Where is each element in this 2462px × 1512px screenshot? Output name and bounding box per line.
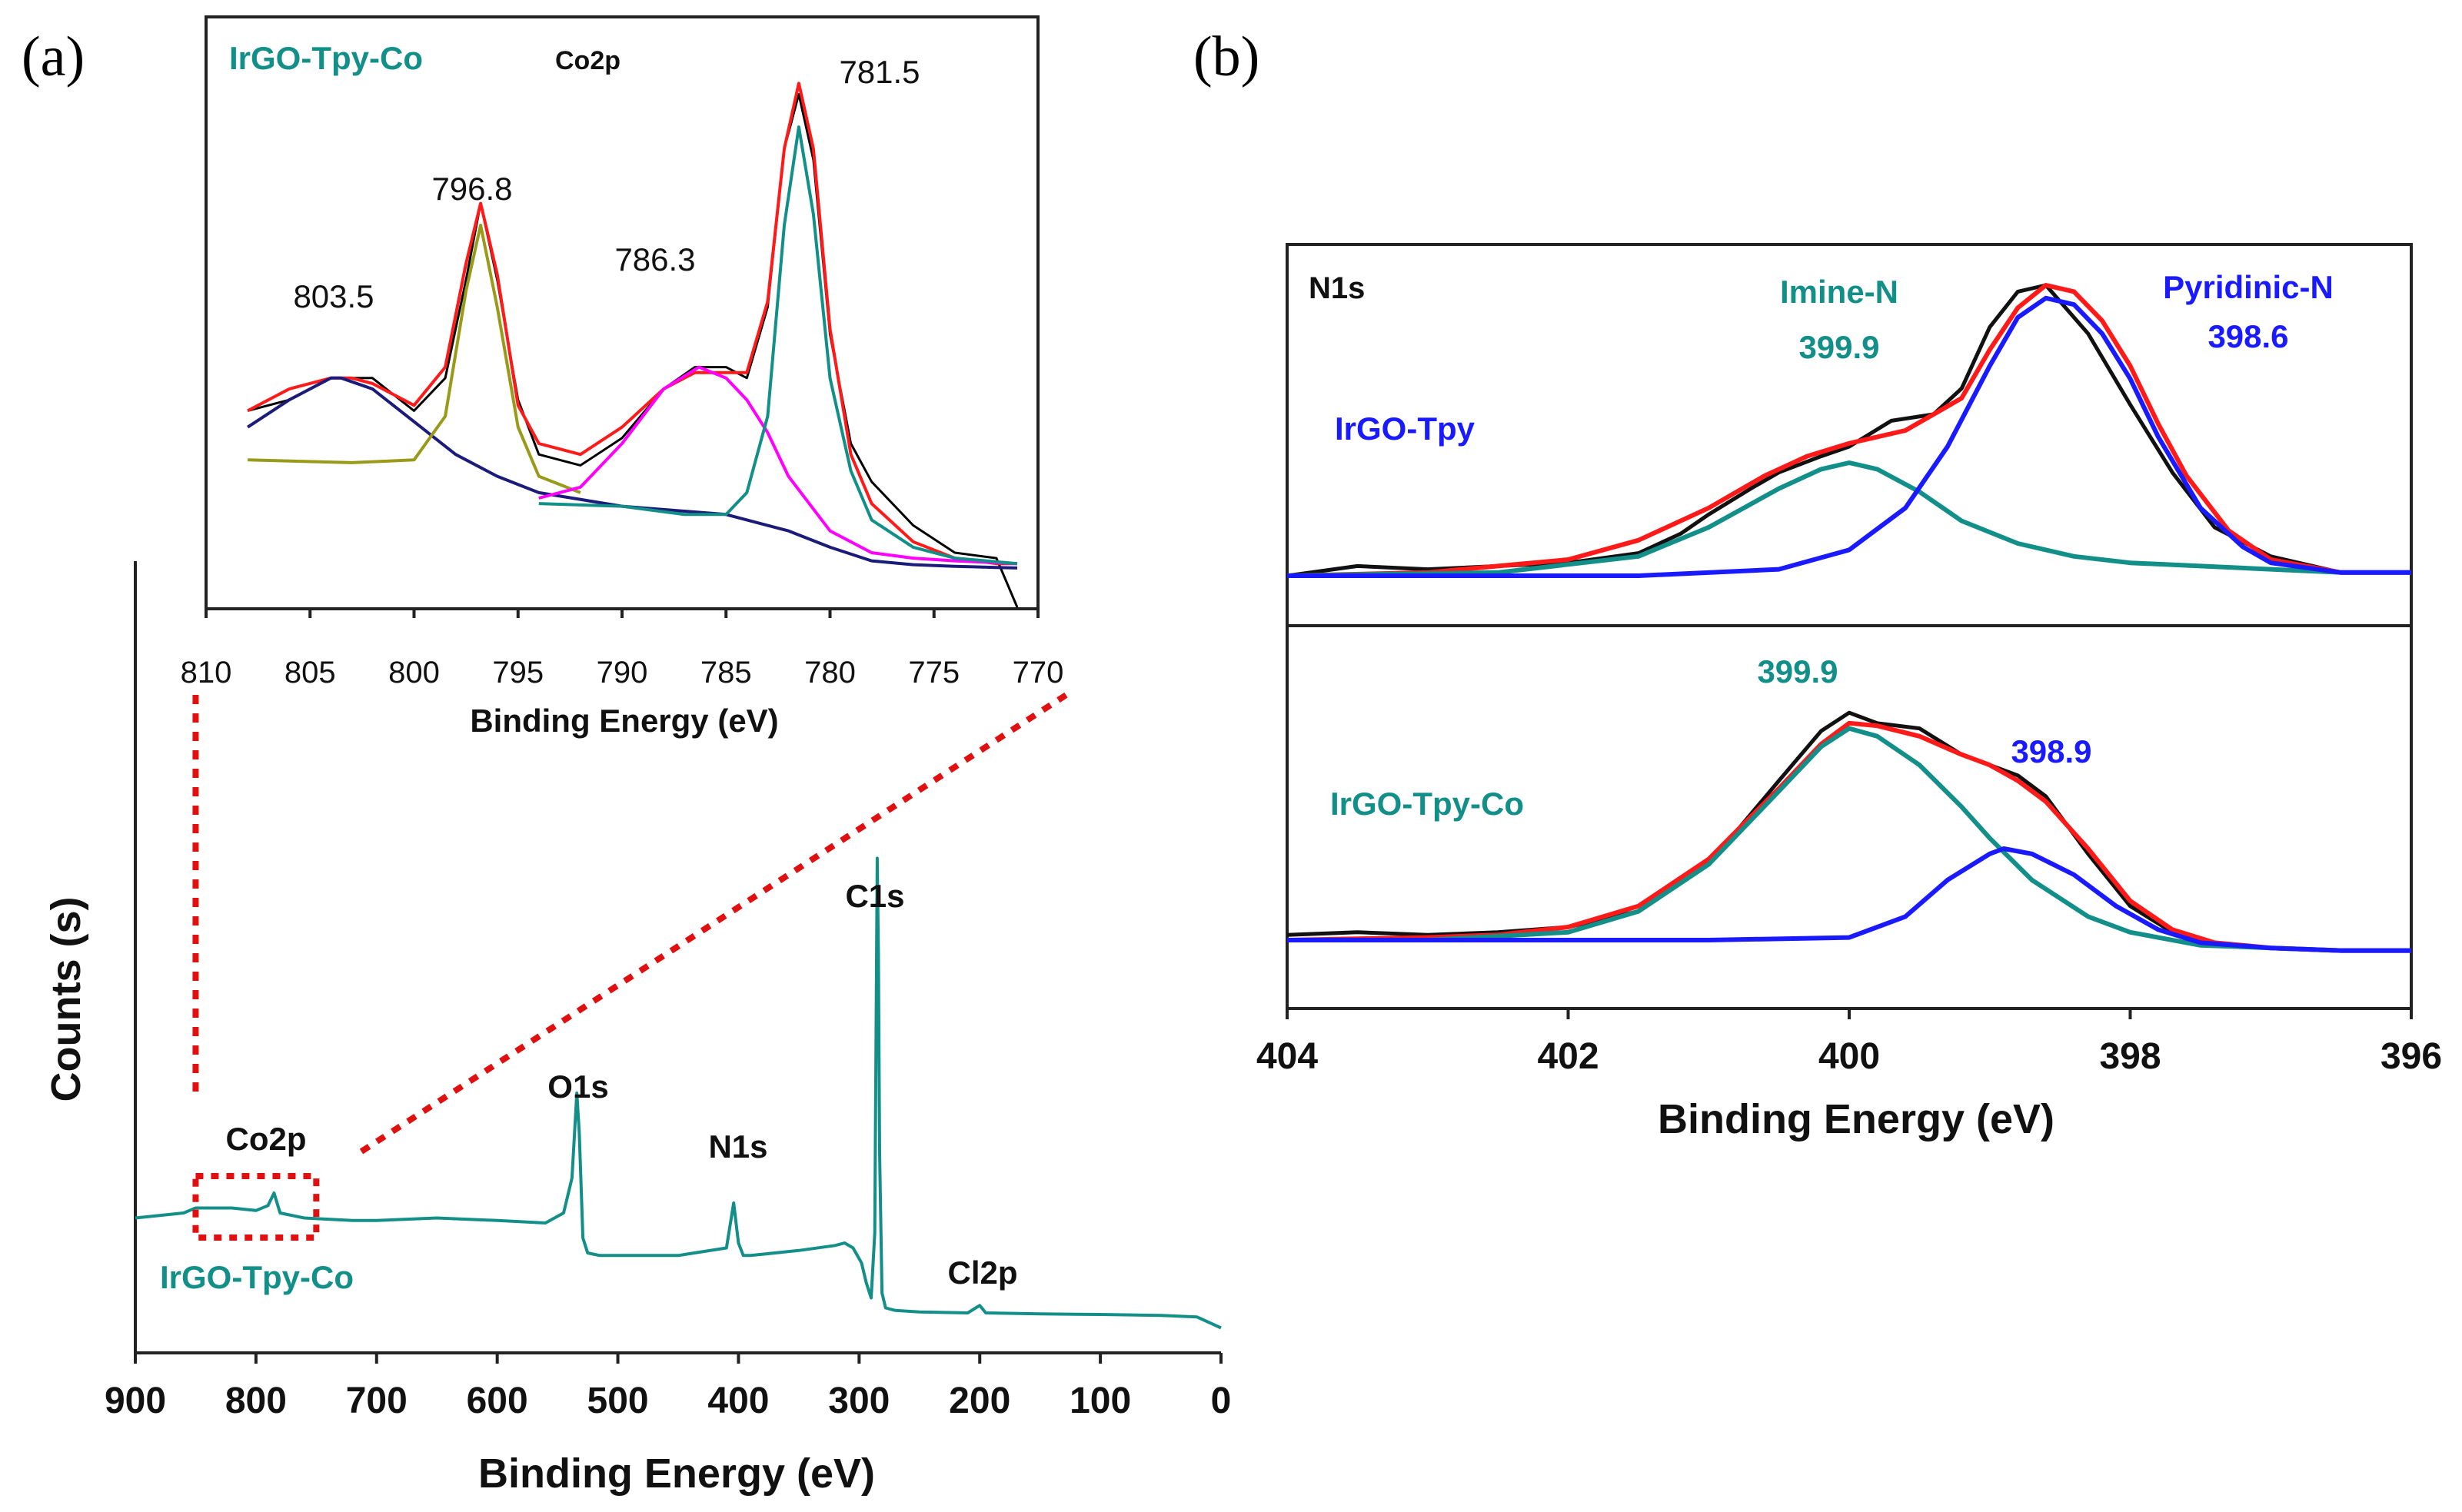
inset-plot: 810 805 800 795 790 785 780 775 770 IrGO-Tpy-Co … — [181, 15, 1064, 739]
inset-line-786-3-component — [538, 365, 1018, 566]
n1s-bottom-line-398-9-component — [1287, 846, 2411, 953]
n1s-x-title: Binding Energy (eV) — [1658, 1096, 2054, 1142]
survey-y-title: Counts (s) — [43, 897, 89, 1102]
survey-tick-label-800: 800 — [225, 1381, 287, 1421]
inset-line-background — [247, 376, 1018, 570]
survey-tick-label-400: 400 — [707, 1381, 769, 1421]
n1s-top-line-fit-envelope — [1286, 283, 2411, 578]
n1s-x-ticks: 404 402 400 398 396 — [1256, 1009, 2442, 1077]
survey-tick-label-500: 500 — [587, 1381, 649, 1421]
inset-line-781-5-component — [538, 125, 1018, 566]
peak-label-n1s: N1s — [708, 1128, 767, 1165]
inset-tick-label-780: 780 — [804, 656, 856, 690]
survey-tick-label-200: 200 — [949, 1381, 1010, 1421]
n1s-tick-label-400: 400 — [1818, 1036, 1880, 1077]
inset-peak-786-3: 786.3 — [614, 241, 695, 277]
inset-peak-803-5: 803.5 — [293, 278, 374, 314]
inset-peak-781-5: 781.5 — [839, 54, 920, 90]
peak-label-o1s: O1s — [547, 1068, 608, 1105]
peak-label-co2p: Co2p — [226, 1121, 307, 1157]
inset-tick-label-805: 805 — [284, 656, 336, 690]
n1s-imine-value: 399.9 — [1798, 329, 1879, 365]
inset-title: Co2p — [555, 46, 620, 75]
n1s-tick-label-402: 402 — [1537, 1036, 1599, 1077]
peak-label-cl2p: Cl2p — [947, 1254, 1017, 1291]
survey-tick-label-600: 600 — [467, 1381, 528, 1421]
survey-series-line — [135, 856, 1222, 1330]
inset-line-796-8-component — [248, 224, 581, 494]
inset-tick-label-800: 800 — [388, 656, 440, 690]
inset-tick-label-770: 770 — [1013, 656, 1064, 690]
inset-series — [247, 81, 1019, 608]
panel-label-a: (a) — [22, 25, 85, 88]
inset-tick-label-790: 790 — [597, 656, 648, 690]
n1s-top-line-pyridinic-n-component — [1287, 295, 2411, 578]
inset-tick-label-795: 795 — [492, 656, 544, 690]
n1s-bottom-series — [1286, 710, 2411, 953]
n1s-bottom-398-9: 398.9 — [2011, 733, 2091, 769]
inset-x-ticks: 810 805 800 795 790 785 780 775 770 — [181, 609, 1064, 690]
n1s-bottom-sample-label: IrGO-Tpy-Co — [1330, 786, 1524, 822]
panel-label-b: (b) — [1193, 25, 1259, 88]
n1s-tick-label-404: 404 — [1256, 1036, 1318, 1077]
inset-tick-label-785: 785 — [700, 656, 752, 690]
peak-label-c1s: C1s — [845, 878, 904, 914]
survey-tick-label-700: 700 — [346, 1381, 408, 1421]
inset-peak-796-8: 796.8 — [431, 171, 512, 207]
survey-tick-label-300: 300 — [828, 1381, 890, 1421]
n1s-tick-label-396: 396 — [2380, 1036, 2442, 1077]
n1s-title: N1s — [1309, 271, 1365, 305]
inset-sample-label: IrGO-Tpy-Co — [229, 40, 423, 76]
survey-plot: 900 800 700 600 500 400 300 200 100 0 Binding Ene… — [43, 561, 1231, 1497]
n1s-pyridinic-value: 398.6 — [2207, 318, 2288, 354]
survey-tick-label-0: 0 — [1211, 1381, 1232, 1421]
survey-sample-label: IrGO-Tpy-Co — [160, 1259, 354, 1295]
inset-x-title: Binding Energy (eV) — [470, 703, 778, 739]
n1s-top-line-imine-n-component — [1286, 460, 2411, 578]
survey-x-ticks: 900 800 700 600 500 400 300 200 100 0 — [105, 1353, 1231, 1421]
survey-x-title: Binding Energy (eV) — [478, 1451, 875, 1497]
n1s-imine-label: Imine-N — [1780, 274, 1898, 310]
survey-tick-label-900: 900 — [105, 1381, 166, 1421]
n1s-bottom-line-fit-envelope — [1286, 720, 2411, 953]
n1s-plot: 404 402 400 398 396 N1s IrGO-Tpy Imine-N 399… — [1256, 243, 2442, 1142]
n1s-top-sample-label: IrGO-Tpy — [1335, 410, 1476, 447]
zoom-connector-right — [359, 687, 1076, 1155]
n1s-bottom-399-9: 399.9 — [1757, 653, 1838, 690]
n1s-bottom-line-raw-data — [1286, 710, 2411, 953]
n1s-tick-label-398: 398 — [2099, 1036, 2161, 1077]
n1s-bottom-line-399-9-component — [1287, 726, 2411, 953]
inset-tick-label-810: 810 — [181, 656, 232, 690]
n1s-pyridinic-label: Pyridinic-N — [2163, 269, 2334, 305]
n1s-top-series — [1286, 283, 2411, 578]
survey-tick-label-100: 100 — [1070, 1381, 1131, 1421]
inset-tick-label-775: 775 — [908, 656, 960, 690]
